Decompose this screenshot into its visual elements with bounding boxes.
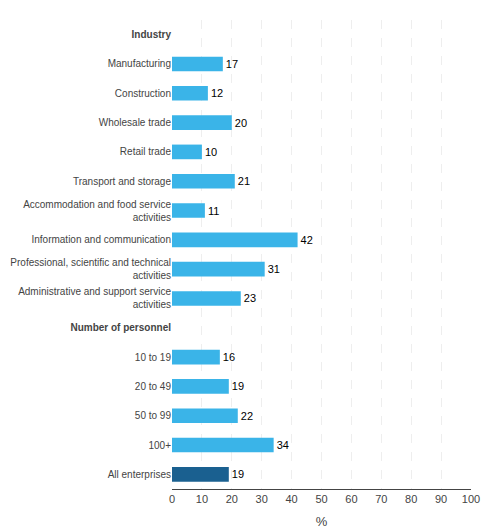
svg-text:20 to 49: 20 to 49 xyxy=(135,381,172,392)
svg-text:100+: 100+ xyxy=(148,440,171,451)
svg-text:Industry: Industry xyxy=(132,29,172,40)
svg-text:40: 40 xyxy=(285,493,297,505)
svg-text:17: 17 xyxy=(226,58,238,70)
svg-text:60: 60 xyxy=(345,493,357,505)
svg-text:21: 21 xyxy=(238,175,250,187)
svg-text:Accommodation and food service: Accommodation and food serviceactivities xyxy=(23,199,171,223)
svg-text:12: 12 xyxy=(211,87,223,99)
svg-text:30: 30 xyxy=(256,493,268,505)
svg-text:20: 20 xyxy=(235,117,247,129)
svg-text:16: 16 xyxy=(223,351,235,363)
svg-text:0: 0 xyxy=(169,493,175,505)
svg-text:Information and communication: Information and communication xyxy=(31,234,171,245)
svg-text:Manufacturing: Manufacturing xyxy=(108,58,171,69)
svg-text:Number of personnel: Number of personnel xyxy=(70,322,171,333)
svg-text:100: 100 xyxy=(462,493,480,505)
svg-text:10 to 19: 10 to 19 xyxy=(135,352,172,363)
svg-text:22: 22 xyxy=(241,410,253,422)
svg-text:11: 11 xyxy=(208,205,219,217)
svg-text:Professional, scientific and t: Professional, scientific and technicalac… xyxy=(10,257,171,281)
svg-text:Retail trade: Retail trade xyxy=(120,146,172,157)
svg-text:19: 19 xyxy=(232,468,244,480)
svg-text:50: 50 xyxy=(315,493,327,505)
svg-text:10: 10 xyxy=(196,493,208,505)
svg-text:%: % xyxy=(316,514,328,529)
svg-text:50 to 99: 50 to 99 xyxy=(135,410,172,421)
svg-text:10: 10 xyxy=(205,146,217,158)
svg-text:90: 90 xyxy=(435,493,447,505)
svg-text:70: 70 xyxy=(375,493,387,505)
svg-text:Transport and storage: Transport and storage xyxy=(73,176,171,187)
svg-text:Administrative and support ser: Administrative and support serviceactivi… xyxy=(18,286,171,310)
svg-text:19: 19 xyxy=(232,380,244,392)
svg-text:23: 23 xyxy=(244,292,256,304)
svg-text:42: 42 xyxy=(301,234,313,246)
svg-text:All enterprises: All enterprises xyxy=(108,469,171,480)
svg-text:34: 34 xyxy=(277,439,289,451)
svg-text:Wholesale trade: Wholesale trade xyxy=(99,117,172,128)
svg-text:20: 20 xyxy=(226,493,238,505)
svg-text:31: 31 xyxy=(268,263,280,275)
svg-text:80: 80 xyxy=(405,493,417,505)
svg-text:Construction: Construction xyxy=(115,88,171,99)
